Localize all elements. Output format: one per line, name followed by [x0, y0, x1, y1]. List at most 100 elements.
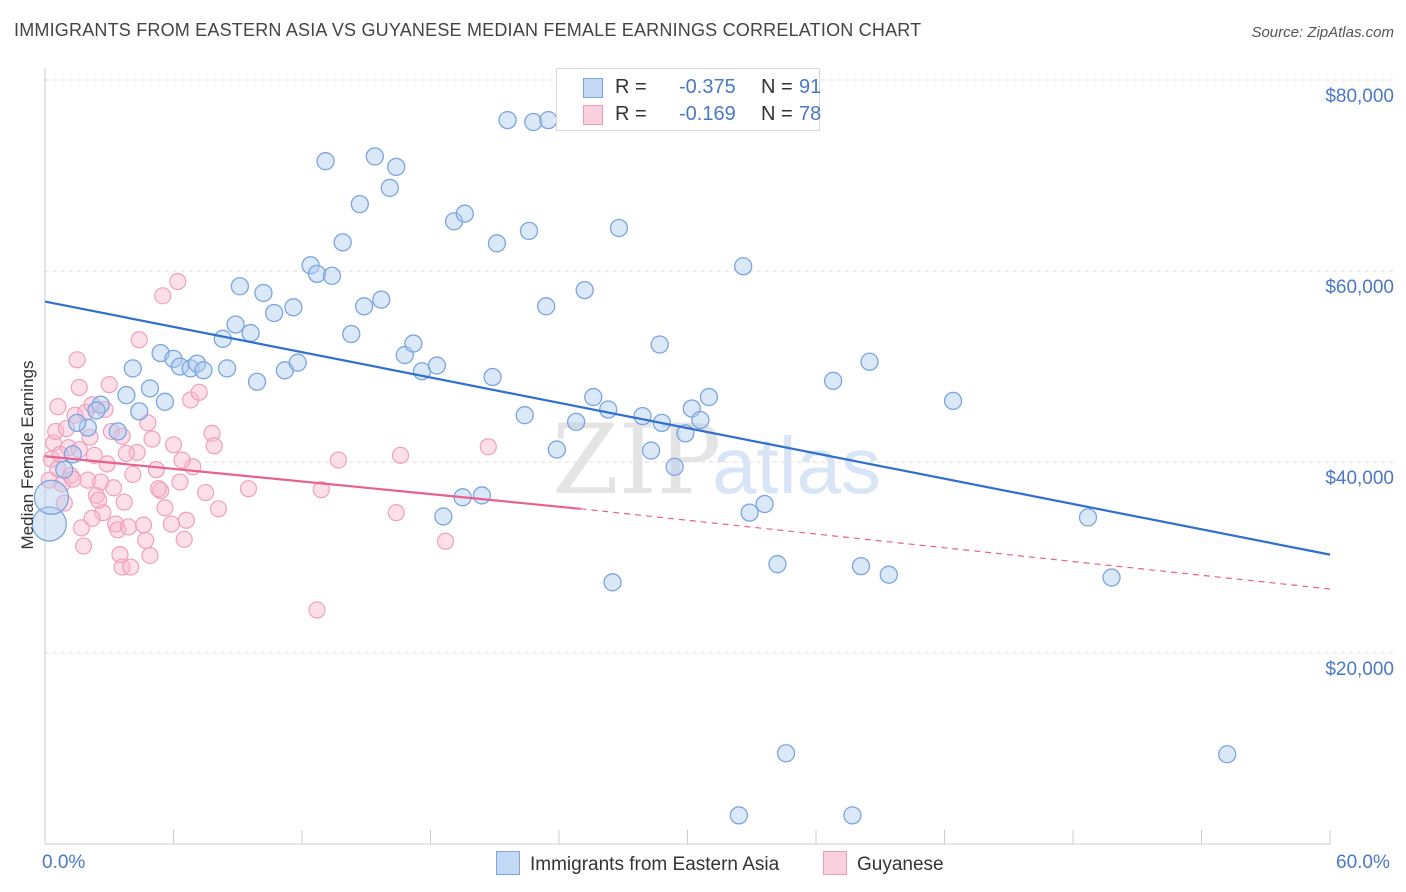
eastern-asia-point	[387, 157, 406, 177]
guyanese-point	[173, 451, 191, 469]
eastern-asia-point	[823, 371, 843, 390]
eastern-asia-point	[427, 356, 447, 375]
eastern-asia-point	[768, 555, 787, 574]
eastern-asia-point	[380, 178, 399, 198]
x-tick-min: 0.0%	[42, 852, 86, 873]
guyanese-point	[115, 493, 133, 511]
guyanese-point	[111, 546, 129, 564]
guyanese-point	[479, 438, 497, 456]
guyanese-point	[117, 444, 135, 463]
eastern-asia-point	[633, 407, 652, 426]
eastern-asia-point	[609, 218, 629, 238]
eastern-asia-point	[603, 573, 622, 592]
eastern-asia-point	[108, 422, 127, 441]
eastern-asia-point	[187, 354, 207, 373]
eastern-asia-point	[265, 303, 284, 323]
guyanese-point	[104, 479, 123, 497]
guyanese-point	[162, 515, 180, 533]
y-tick-40000: $40,000	[1325, 468, 1394, 489]
eastern-asia-point	[641, 441, 661, 460]
pink-r-label: R =	[615, 103, 647, 125]
eastern-asia-point	[365, 147, 384, 166]
eastern-asia-point	[472, 486, 492, 505]
eastern-asia-points	[31, 110, 1237, 825]
guyanese-point	[122, 558, 140, 576]
eastern-asia-point	[487, 234, 507, 253]
eastern-asia-point	[434, 507, 453, 526]
eastern-asia-point	[691, 410, 710, 430]
eastern-asia-point	[860, 352, 879, 371]
eastern-asia-point	[322, 266, 342, 285]
legend-pink-label: Guyanese	[857, 854, 944, 875]
eastern-asia-point	[537, 297, 556, 316]
legend-blue-label: Immigrants from Eastern Asia	[530, 854, 780, 875]
eastern-asia-point	[843, 806, 862, 825]
eastern-asia-trend-line	[44, 300, 1331, 556]
eastern-asia-point	[316, 152, 335, 171]
legend-item-guyanese: Guyanese	[823, 850, 944, 878]
gridlines	[45, 79, 1394, 654]
eastern-asia-point	[740, 503, 759, 522]
eastern-asia-point	[307, 264, 327, 284]
eastern-asia-point	[241, 323, 260, 343]
eastern-asia-point	[284, 298, 303, 317]
guyanese-point	[72, 519, 91, 537]
eastern-asia-point	[117, 385, 136, 405]
eastern-asia-point	[943, 391, 963, 411]
y-tick-80000: $80,000	[1325, 86, 1394, 107]
guyanese-point	[70, 378, 88, 397]
blue-n-label: N =	[761, 76, 793, 98]
guyanese-points	[40, 272, 497, 619]
eastern-asia-point	[584, 387, 603, 407]
guyanese-point	[175, 530, 193, 548]
source-note: Source: ZipAtlas.com	[1251, 24, 1394, 41]
eastern-asia-point	[130, 402, 149, 421]
eastern-asia-point	[342, 324, 361, 344]
guyanese-point	[209, 500, 228, 518]
eastern-asia-point	[67, 413, 87, 432]
pink-n-label: N =	[761, 103, 793, 125]
eastern-asia-point	[354, 297, 374, 316]
eastern-asia-point	[372, 290, 391, 309]
eastern-asia-point	[547, 440, 567, 459]
eastern-asia-point	[217, 359, 237, 378]
guyanese-point	[119, 518, 138, 536]
eastern-asia-point	[247, 372, 267, 391]
blue-swatch	[583, 78, 603, 98]
guyanese-point	[137, 531, 155, 549]
eastern-asia-point	[230, 277, 250, 296]
pink-r-value: -0.169	[679, 103, 736, 125]
eastern-asia-point	[776, 744, 796, 763]
eastern-asia-point	[404, 334, 423, 353]
eastern-asia-point	[519, 221, 539, 241]
legend-blue-swatch	[496, 850, 520, 875]
blue-r-value: -0.375	[679, 76, 736, 98]
guyanese-point	[47, 422, 65, 441]
chart-title: IMMIGRANTS FROM EASTERN ASIA VS GUYANESE…	[14, 20, 922, 40]
y-tick-60000: $60,000	[1325, 277, 1394, 298]
guyanese-point	[203, 424, 221, 442]
guyanese-point	[134, 516, 153, 534]
eastern-asia-point	[33, 479, 70, 515]
guyanese-point	[124, 465, 142, 484]
guyanese-point	[147, 461, 165, 479]
guyanese-point	[109, 521, 127, 539]
eastern-asia-point	[87, 401, 106, 420]
eastern-asia-point	[851, 556, 871, 576]
eastern-asia-point	[333, 233, 352, 252]
guyanese-point	[74, 537, 93, 555]
x-ticks	[44, 830, 1331, 844]
guyanese-point	[239, 480, 258, 498]
eastern-asia-point	[498, 110, 517, 130]
guyanese-point	[130, 331, 148, 349]
guyanese-point	[205, 437, 223, 455]
guyanese-point	[83, 509, 101, 527]
guyanese-point	[141, 546, 159, 565]
guyanese-point	[391, 446, 410, 464]
stats-box: R = -0.375 N = 91 R = -0.169 N = 78	[556, 68, 821, 131]
eastern-asia-point	[31, 506, 67, 542]
guyanese-point	[308, 601, 326, 619]
eastern-asia-point	[699, 387, 719, 407]
eastern-asia-point	[755, 494, 774, 514]
